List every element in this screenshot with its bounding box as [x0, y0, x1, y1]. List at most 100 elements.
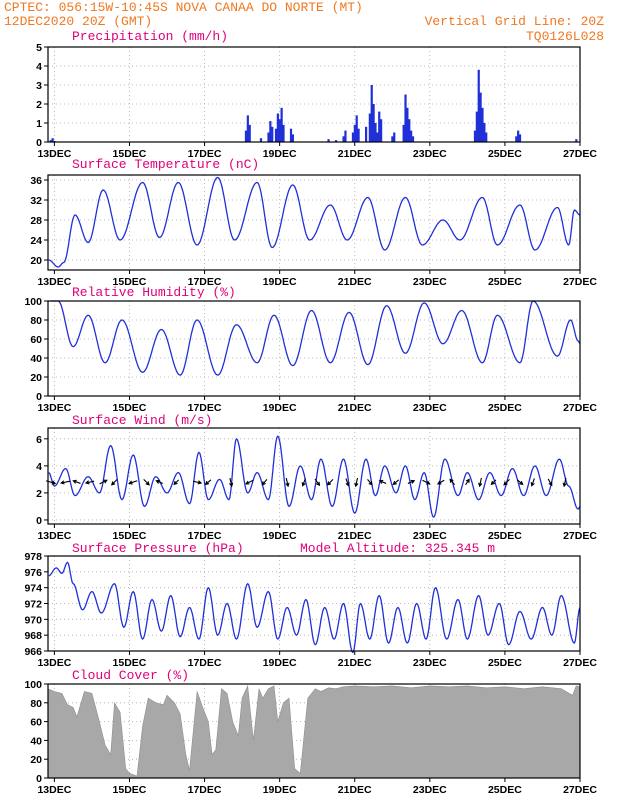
- x-tick-label: 19DEC: [263, 276, 297, 288]
- cloud-cover-area: [47, 684, 581, 779]
- precipitation-bar: [518, 134, 522, 142]
- precipitation-bar: [406, 107, 409, 142]
- x-tick-label: 27DEC: [563, 657, 597, 669]
- y-tick-label: 100: [24, 296, 42, 308]
- y-tick-label: 966: [24, 646, 42, 658]
- precipitation-bar: [274, 128, 278, 142]
- x-tick-label: 21DEC: [338, 530, 372, 542]
- humidity-plot: 0 20 40 60 80 100 13DEC 15DEC 17DEC 19DEC 21DEC 23D…: [24, 296, 597, 414]
- precipitation-bar: [327, 139, 330, 142]
- precipitation-bar: [485, 132, 488, 142]
- wind-direction-arrow: [314, 478, 321, 487]
- header-station: CPTEC: 056:15W-10:45S NOVA CANAA DO NORT…: [4, 0, 363, 15]
- x-tick-label: 15DEC: [113, 657, 147, 669]
- precipitation-bar: [291, 134, 294, 142]
- wind-direction-arrow: [562, 477, 567, 488]
- header-grid-line: Vertical Grid Line: 20Z: [425, 14, 605, 29]
- precipitation-bar: [477, 69, 480, 142]
- x-tick-label: 21DEC: [338, 148, 372, 160]
- y-tick-label: 28: [30, 215, 42, 227]
- precipitation-plot: 0 1 2 3 4 5 13DEC 15DEC 17DEC 19DEC 21DEC 23DEC 25DE…: [36, 42, 597, 160]
- precipitation-bar: [404, 94, 407, 142]
- wind-title: Surface Wind (m/s): [72, 413, 212, 428]
- precipitation-bar: [51, 138, 54, 142]
- pressure-plot: 966 968 970 972 974 976 978 13DEC 15DEC 17DEC 19DE…: [24, 551, 597, 669]
- y-tick-label: 36: [30, 175, 42, 187]
- wind-direction-arrow: [407, 479, 416, 484]
- precipitation-bar: [481, 107, 484, 142]
- wind-direction-arrow: [244, 479, 254, 485]
- x-tick-label: 23DEC: [413, 657, 447, 669]
- y-tick-label: 60: [30, 717, 42, 729]
- y-tick-label: 5: [36, 42, 42, 54]
- panel-cloud-cover: Cloud Cover (%) 0 20 40 60 80 100 13DEC 15DEC 17…: [24, 668, 597, 796]
- y-tick-label: 0: [36, 137, 42, 149]
- panel-humidity: Relative Humidity (%) 0 20 40 60 80 100 13DEC 1…: [24, 285, 597, 414]
- wind-direction-arrow: [530, 478, 535, 487]
- precipitation-bar: [342, 136, 345, 142]
- precipitation-bar: [575, 139, 578, 142]
- header: CPTEC: 056:15W-10:45S NOVA CANAA DO NORT…: [4, 0, 604, 44]
- precipitation-bar: [475, 111, 478, 142]
- wind-direction-arrow: [449, 478, 456, 486]
- x-tick-label: 15DEC: [113, 276, 147, 288]
- header-model: TQ0126L028: [526, 29, 604, 44]
- y-tick-label: 2: [36, 488, 42, 500]
- wind-direction-arrow: [99, 479, 108, 485]
- y-tick-label: 970: [24, 614, 42, 626]
- y-tick-label: 0: [36, 391, 42, 403]
- y-tick-label: 4: [36, 461, 42, 473]
- wind-direction-arrow: [354, 477, 359, 488]
- x-tick-label: 25DEC: [488, 784, 522, 796]
- x-tick-label: 21DEC: [338, 784, 372, 796]
- precipitation-bar: [368, 113, 371, 142]
- y-tick-label: 0: [36, 773, 42, 785]
- wind-direction-arrow: [229, 477, 234, 488]
- x-tick-label: 23DEC: [413, 148, 447, 160]
- x-tick-label: 13DEC: [37, 784, 71, 796]
- wind-direction-arrow: [155, 479, 163, 484]
- x-tick-label: 27DEC: [563, 530, 597, 542]
- panel-temperature: Surface Temperature (nC) 20 24 28 32 36 13DEC…: [30, 157, 597, 288]
- plot-frame: [47, 300, 581, 397]
- x-tick-label: 17DEC: [188, 657, 222, 669]
- x-tick-label: 19DEC: [263, 657, 297, 669]
- panel-wind: Surface Wind (m/s) 0 2 4 6 13DEC 15DEC 17DEC 19…: [36, 413, 597, 542]
- temperature-title: Surface Temperature (nC): [72, 157, 259, 172]
- precipitation-bar: [278, 119, 281, 142]
- x-tick-label: 15DEC: [113, 402, 147, 414]
- y-tick-label: 100: [24, 679, 42, 691]
- x-tick-label: 25DEC: [488, 276, 522, 288]
- y-tick-label: 1: [36, 118, 42, 130]
- wind-direction-arrow: [503, 478, 510, 486]
- x-tick-label: 15DEC: [113, 530, 147, 542]
- precipitation-bar: [244, 130, 248, 142]
- precipitation-bar: [479, 92, 482, 142]
- x-tick-label: 21DEC: [338, 276, 372, 288]
- x-tick-label: 15DEC: [113, 784, 147, 796]
- precipitation-bar: [353, 124, 356, 142]
- precipitation-bar: [248, 124, 251, 142]
- precipitation-bar: [483, 123, 486, 142]
- precipitation-bar: [49, 140, 52, 142]
- precipitation-bar: [364, 126, 368, 142]
- y-tick-label: 20: [30, 372, 42, 384]
- wind-direction-arrow: [547, 478, 553, 487]
- precipitation-bar: [267, 132, 270, 142]
- x-tick-label: 19DEC: [263, 530, 297, 542]
- precipitation-bar: [517, 130, 520, 142]
- wind-direction-arrow: [301, 478, 306, 487]
- precipitation-bar: [393, 132, 396, 142]
- precipitation-bar: [259, 138, 263, 142]
- y-tick-label: 2: [36, 99, 42, 111]
- x-tick-label: 19DEC: [263, 402, 297, 414]
- x-tick-label: 19DEC: [263, 784, 297, 796]
- precipitation-bar: [269, 121, 272, 142]
- wind-direction-arrow: [72, 479, 81, 484]
- precipitation-bar: [473, 130, 477, 142]
- y-tick-label: 40: [30, 353, 42, 365]
- precipitation-bar: [408, 119, 411, 142]
- x-tick-label: 25DEC: [488, 402, 522, 414]
- y-tick-label: 6: [36, 434, 42, 446]
